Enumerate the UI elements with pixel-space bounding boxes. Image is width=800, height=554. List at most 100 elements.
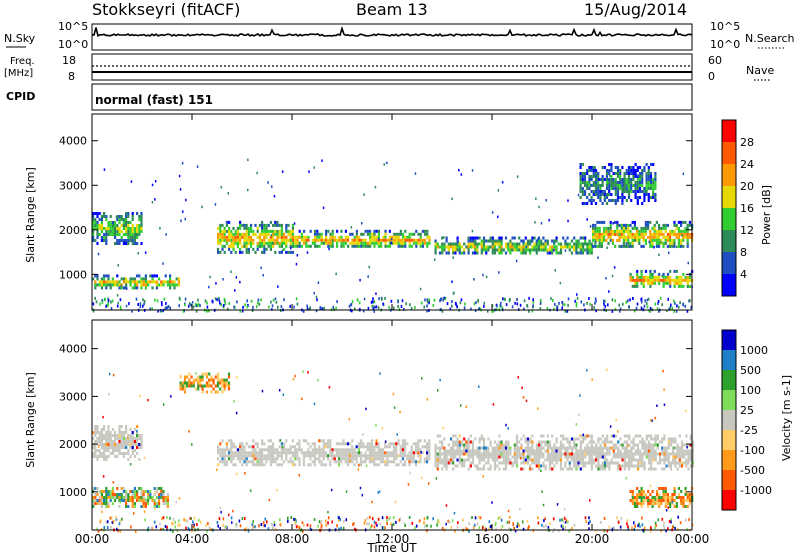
echo-cell	[652, 437, 655, 441]
echo-cell	[133, 236, 136, 239]
echo-cell	[653, 226, 656, 230]
echo-cell	[663, 455, 666, 459]
echo-cell	[531, 245, 534, 249]
echo-cell	[428, 448, 431, 452]
echo-cell	[642, 226, 645, 230]
echo-cell	[533, 449, 536, 453]
echo-cell	[274, 238, 277, 242]
echo-cell	[507, 248, 510, 252]
echo-cell	[655, 238, 658, 242]
echo-cell	[114, 440, 117, 443]
echo-cell	[581, 449, 585, 453]
echo-cell	[410, 238, 413, 242]
sparse-cell	[184, 217, 186, 221]
echo-cell	[358, 244, 361, 248]
echo-cell	[289, 238, 292, 242]
sparse-cell	[361, 493, 364, 497]
echo-cell	[397, 442, 400, 446]
echo-cell	[595, 455, 598, 459]
echo-cell	[377, 463, 380, 467]
echo-cell	[230, 442, 233, 446]
scatter-cell	[107, 297, 109, 301]
echo-cell	[669, 244, 672, 248]
echo-cell	[280, 229, 283, 233]
echo-cell	[641, 446, 644, 450]
sparse-cell	[453, 511, 456, 515]
echo-cell	[649, 281, 652, 285]
echo-cell	[566, 467, 569, 471]
echo-cell	[675, 223, 678, 227]
sparse-cell	[673, 446, 675, 450]
echo-cell	[103, 458, 106, 461]
echo-cell	[261, 223, 264, 227]
echo-cell	[241, 463, 244, 467]
echo-cell	[388, 445, 391, 449]
echo-cell	[140, 443, 143, 446]
echo-cell	[100, 496, 103, 499]
scatter-cell	[426, 309, 428, 313]
echo-cell	[676, 449, 679, 453]
echo-cell	[575, 455, 578, 459]
echo-cell	[658, 223, 661, 227]
echo-cell	[114, 227, 117, 230]
echo-cell	[642, 502, 645, 505]
echo-cell	[320, 232, 323, 236]
scatter-cell	[484, 527, 487, 531]
echo-cell	[221, 381, 224, 385]
echo-cell	[162, 280, 165, 284]
echo-cell	[474, 464, 477, 468]
echo-cell	[122, 437, 125, 440]
echo-cell	[632, 166, 635, 169]
echo-cell	[118, 440, 121, 443]
echo-cell	[413, 241, 416, 245]
echo-cell	[531, 467, 534, 471]
echo-cell	[371, 460, 374, 464]
echo-cell	[294, 238, 297, 242]
echo-cell	[120, 443, 123, 446]
echo-cell	[103, 443, 106, 446]
echo-cell	[511, 461, 514, 465]
echo-cell	[401, 448, 404, 452]
echo-cell	[485, 239, 488, 243]
scatter-cell	[459, 301, 462, 305]
echo-cell	[105, 496, 108, 499]
echo-cell	[678, 452, 681, 456]
scatter-cell	[656, 307, 659, 311]
sparse-cell	[178, 497, 181, 500]
echo-cell	[669, 467, 673, 471]
sparse-cell	[578, 413, 580, 416]
echo-cell	[107, 224, 110, 227]
echo-cell	[272, 241, 275, 245]
scatter-cell	[506, 520, 509, 524]
echo-cell	[522, 458, 525, 462]
echo-cell	[636, 190, 639, 193]
echo-cell	[116, 283, 119, 287]
echo-cell	[498, 440, 501, 444]
sparse-cell	[349, 459, 351, 462]
echo-cell	[302, 454, 305, 458]
scatter-cell	[684, 304, 687, 308]
echo-cell	[610, 461, 613, 465]
echo-cell	[258, 463, 261, 467]
sparse-cell	[586, 369, 588, 372]
echo-cell	[640, 244, 643, 248]
echo-cell	[603, 452, 607, 456]
echo-cell	[601, 434, 604, 438]
echo-cell	[278, 463, 281, 467]
echo-cell	[647, 187, 650, 190]
sparse-cell	[381, 427, 384, 430]
echo-cell	[672, 455, 675, 459]
scatter-cell	[627, 525, 629, 529]
echo-cell	[232, 454, 235, 458]
sparse-cell	[109, 496, 111, 499]
echo-cell	[256, 442, 259, 446]
scatter-cell	[164, 307, 166, 311]
echo-cell	[149, 490, 152, 493]
echo-cell	[640, 275, 643, 279]
echo-cell	[232, 442, 235, 446]
echo-cell	[192, 381, 195, 385]
echo-band	[292, 229, 431, 248]
echo-cell	[627, 190, 631, 193]
echo-cell	[216, 381, 220, 385]
echo-cell	[205, 372, 209, 376]
